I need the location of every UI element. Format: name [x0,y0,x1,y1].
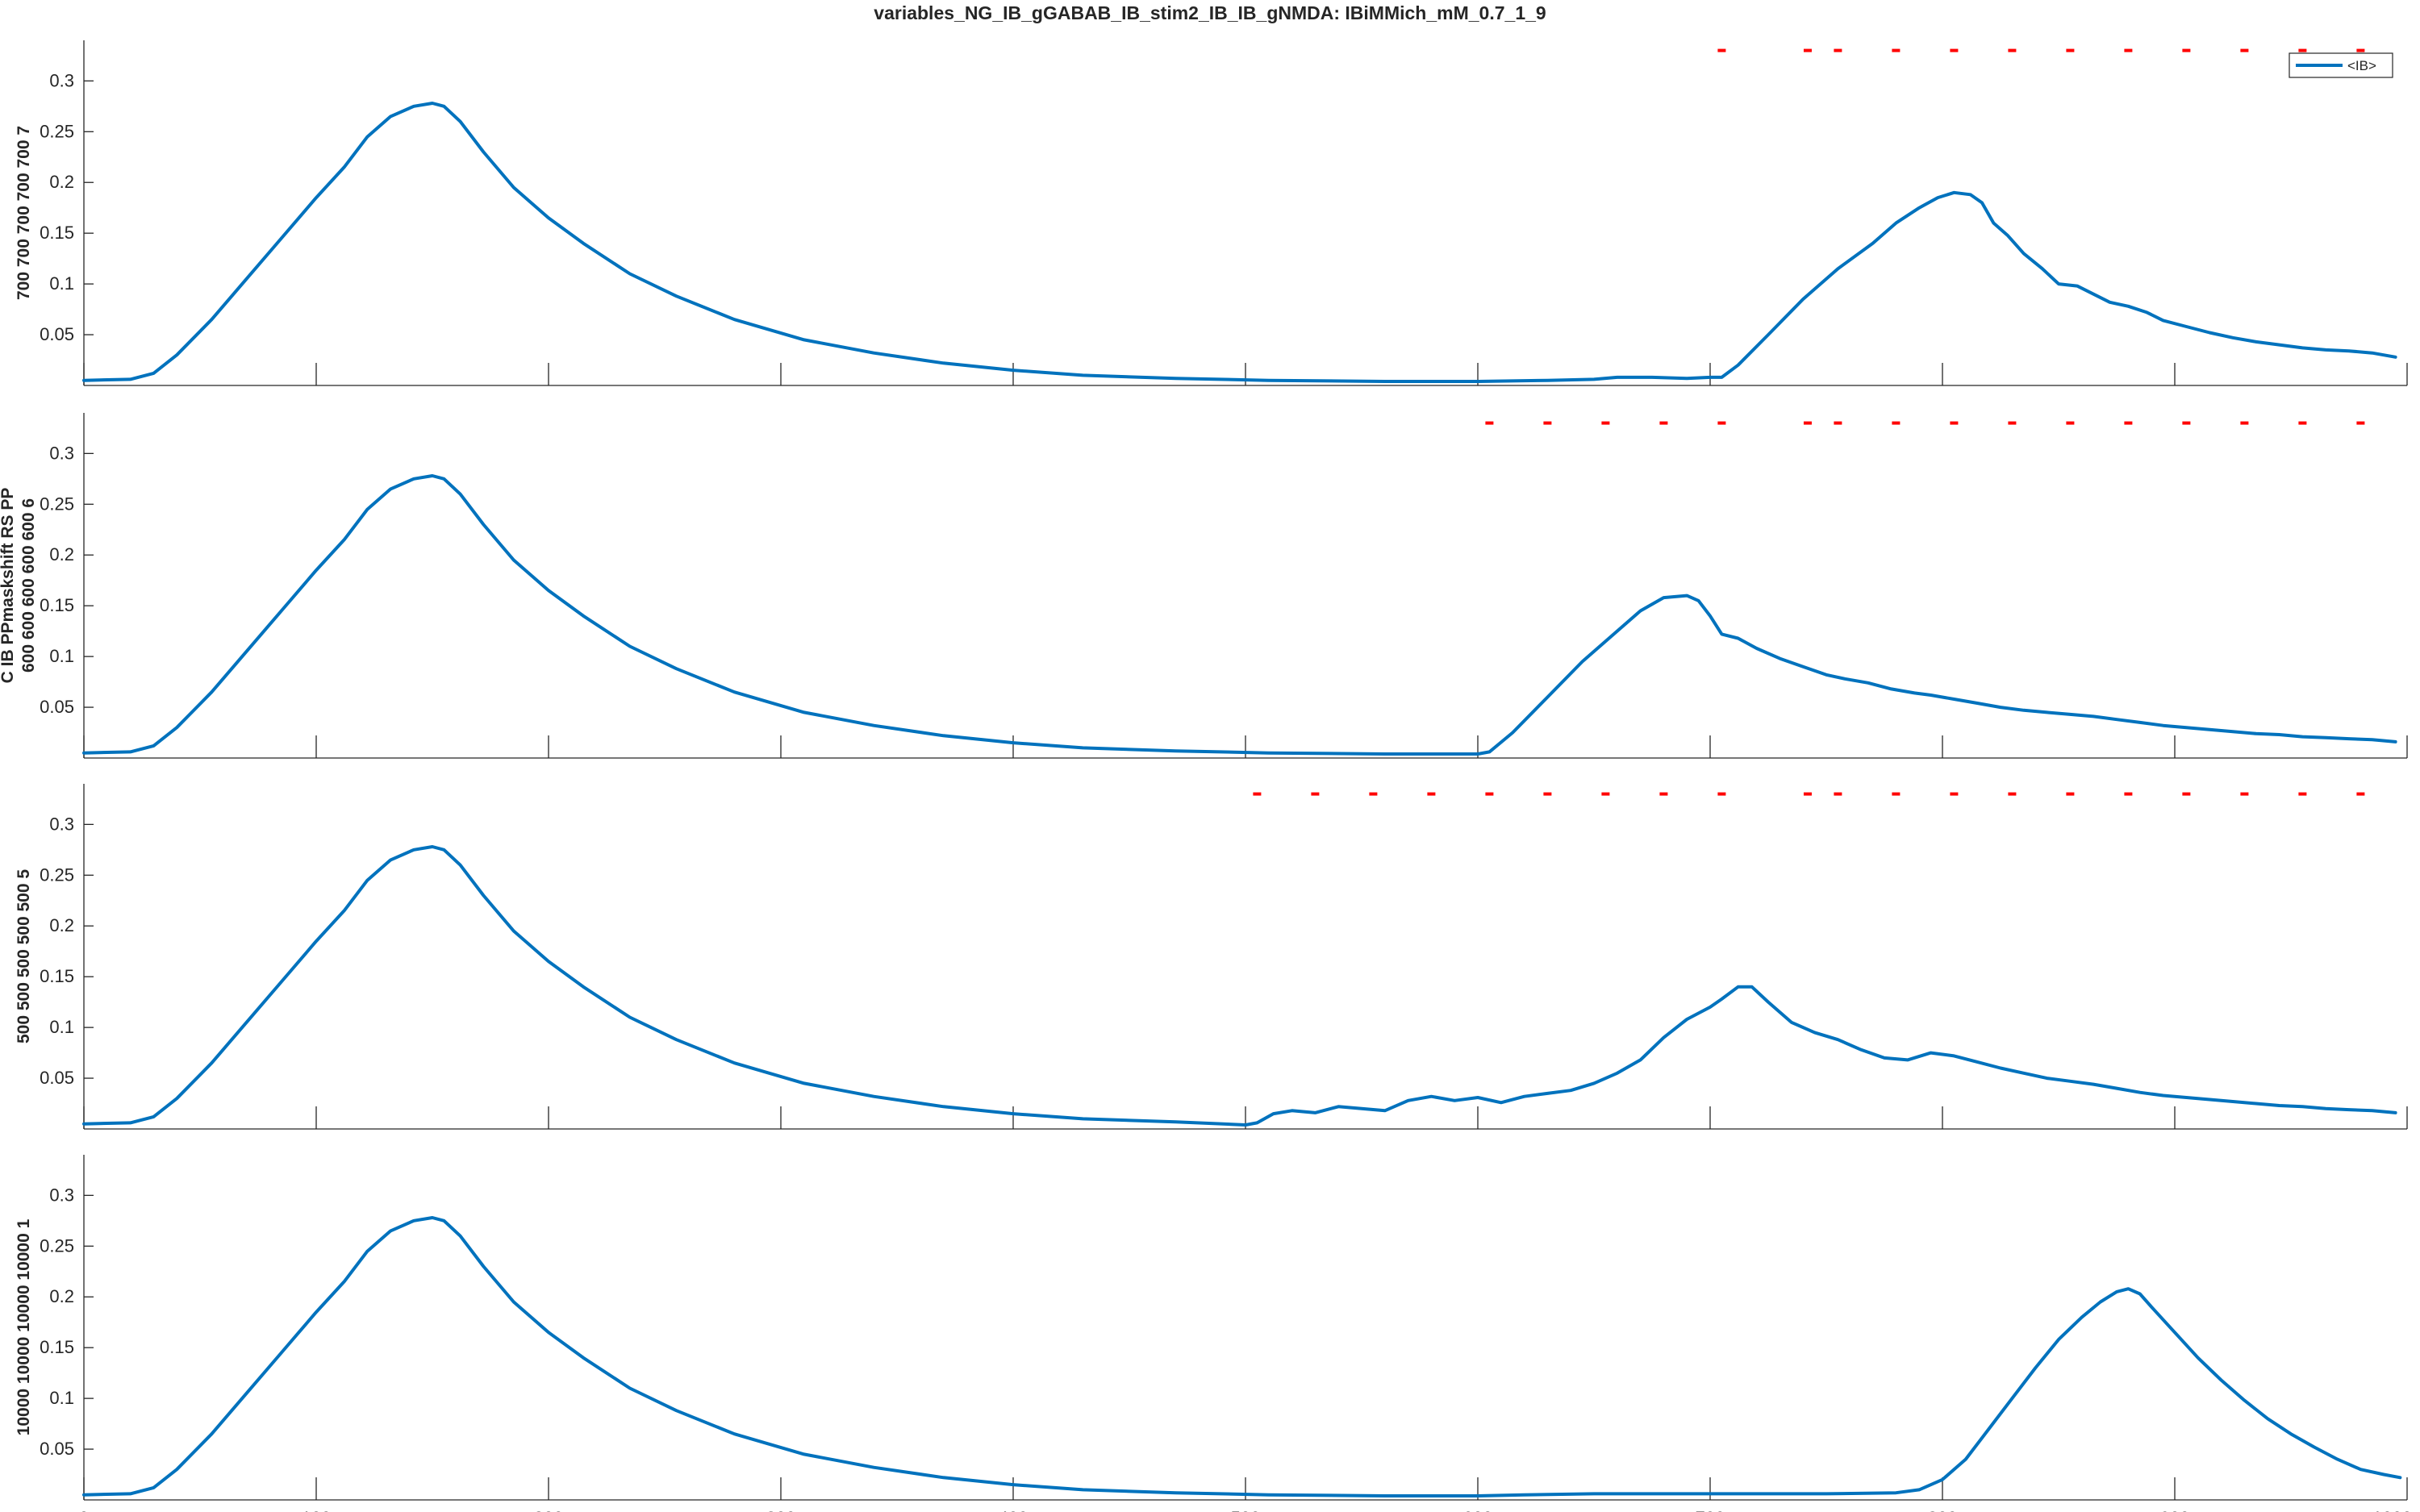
y-tick-label: 0.05 [40,697,74,717]
y-tick-label: 0.3 [49,814,74,834]
y-tick-label: 0.2 [49,544,74,564]
y-tick-label: 0.15 [40,966,74,986]
y-tick-label: 0.1 [49,1017,74,1037]
y-tick-label: 0.2 [49,915,74,935]
x-tick-label: 200 [534,1508,564,1512]
y-tick-label: 0.15 [40,223,74,243]
y-tick-label: 0.1 [49,1388,74,1408]
y-tick-label: 0.25 [40,864,74,885]
y-tick-label: 0.3 [49,70,74,90]
x-tick-label: 800 [1928,1508,1958,1512]
y-tick-label: 0.3 [49,1185,74,1205]
y-axis-label: 500 500 500 500 500 5 [15,869,33,1043]
y-axis-label: 600 600 600 600 600 6 [19,498,38,673]
x-tick-label: 400 [999,1508,1028,1512]
y-axis-label: C IB PPmaskshift RS PP [0,488,17,684]
x-tick-label: 300 [766,1508,796,1512]
y-axis-label: 10000 10000 10000 10000 1 [15,1218,33,1435]
y-axis-label: 700 700 700 700 700 7 [15,126,33,300]
y-tick-label: 0.2 [49,1286,74,1306]
x-tick-label: 100 [302,1508,332,1512]
y-tick-label: 0.05 [40,1068,74,1088]
series-line [82,474,2397,756]
y-tick-label: 0.05 [40,1439,74,1459]
panel-1: 0.05 0.1 0.15 0.2 0.25 0.3 700 700 700 700 700… [15,40,2408,386]
y-tick-label: 0.15 [40,595,74,615]
panels: 0.05 0.1 0.15 0.2 0.25 0.3 700 700 700 700 700… [0,40,2412,1512]
panel-4: 0.05 0.1 0.15 0.2 0.25 0.3 0 100 200 300 400 500 600… [15,1155,2412,1512]
y-tick-label: 0.05 [40,324,74,344]
y-tick-label: 0.25 [40,1235,74,1256]
y-tick-label: 0.1 [49,646,74,666]
series-line [82,845,2397,1127]
x-tick-label: 900 [2160,1508,2190,1512]
x-tick-label: 600 [1463,1508,1493,1512]
y-tick-label: 0.25 [40,494,74,514]
x-tick-label: 700 [1696,1508,1725,1512]
x-tick-label: 1000 [2372,1508,2412,1512]
panel-3: 0.05 0.1 0.15 0.2 0.25 0.3 500 500 500 500 500… [15,784,2408,1130]
y-tick-label: 0.1 [49,273,74,294]
y-tick-label: 0.3 [49,443,74,463]
x-tick-label: 500 [1231,1508,1261,1512]
series-line [82,102,2397,383]
legend-entry: <IB> [2347,58,2376,73]
x-tick-label: 0 [79,1508,89,1512]
legend: <IB> [2289,52,2393,78]
y-tick-label: 0.15 [40,1337,74,1357]
figure-title: variables_NG_IB_gGABAB_IB_stim2_IB_IB_gN… [874,2,1546,23]
panel-2: 0.05 0.1 0.15 0.2 0.25 0.3 C IB PPmaskshift RS… [0,413,2408,759]
y-tick-label: 0.25 [40,121,74,141]
y-tick-label: 0.2 [49,172,74,192]
series-line [82,1216,2402,1497]
